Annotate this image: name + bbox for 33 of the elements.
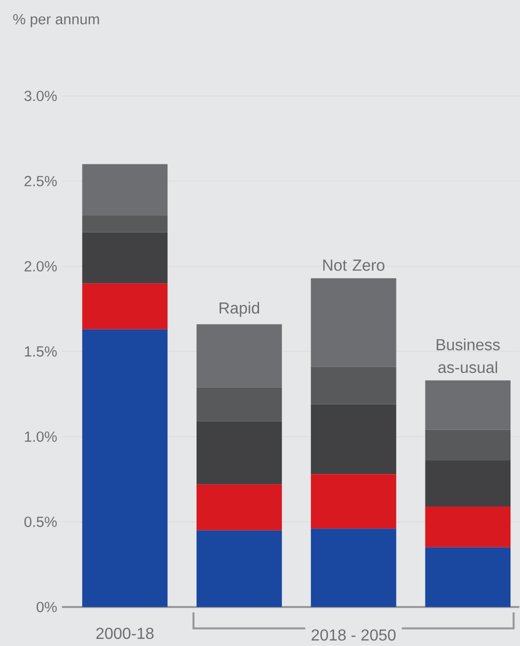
y-tick-label: 0% [36, 602, 57, 612]
bar [310, 474, 396, 529]
bar [196, 484, 282, 530]
bar [425, 547, 511, 607]
bar [196, 387, 282, 422]
y-tick-label: 2.0% [24, 261, 57, 272]
bar [82, 283, 168, 330]
x-tick-label: Business as-usual [436, 338, 500, 374]
y-tick-label: 0.5% [24, 516, 57, 528]
bar [310, 278, 396, 367]
bar [310, 528, 396, 607]
x-tick-label: Not Zero [323, 260, 384, 271]
y-tick-label: 2.5% [24, 176, 57, 186]
bar [196, 530, 282, 607]
bar [82, 215, 168, 232]
y-tick-label: 3.0% [24, 90, 57, 102]
bar [425, 430, 511, 460]
bar [196, 421, 282, 484]
x-tick-label: Rapid [220, 302, 260, 317]
bar [310, 366, 396, 404]
bar [82, 329, 168, 607]
bar [82, 164, 168, 216]
bar [310, 404, 396, 474]
bar [425, 460, 511, 506]
y-tick-label: 1.5% [24, 346, 57, 357]
text: 2018 - 2050 [312, 629, 396, 641]
bar [82, 232, 168, 284]
bar [425, 380, 511, 430]
bar [196, 324, 282, 388]
y-tick-label: 1.0% [24, 431, 57, 442]
y-axis-title: % per annum [13, 14, 99, 28]
x-tick-label: 2000-18 [96, 628, 154, 640]
bar [425, 506, 511, 548]
